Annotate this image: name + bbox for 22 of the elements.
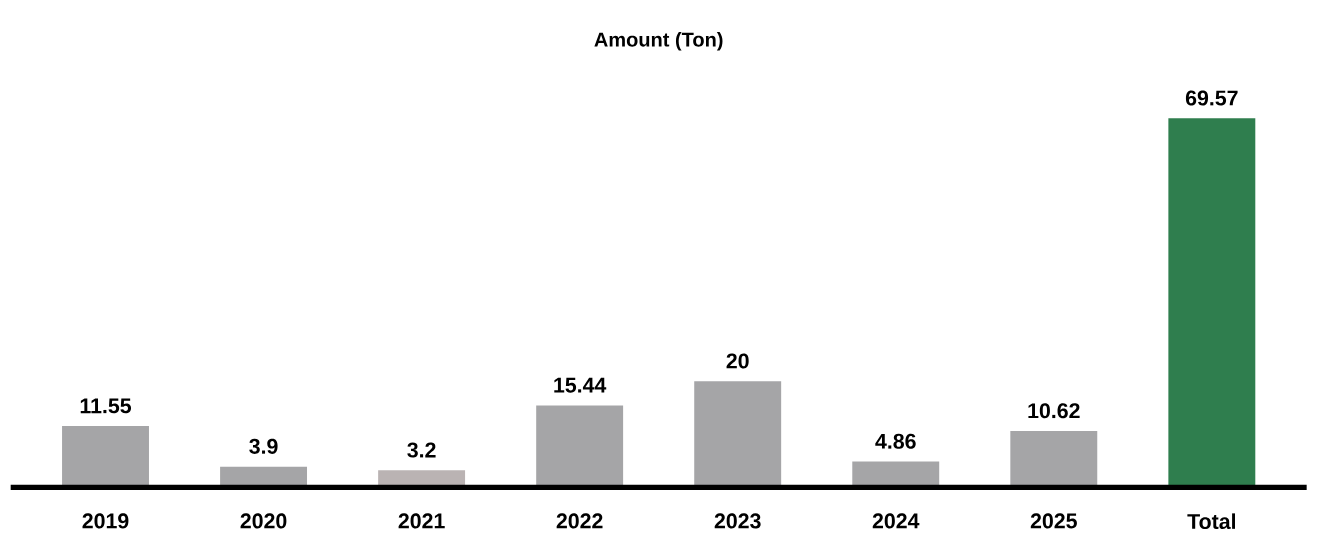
bar (62, 426, 149, 488)
bar (694, 381, 782, 488)
data-label: 11.55 (80, 398, 132, 414)
x-tick-label: 2023 (714, 513, 761, 529)
data-label: 69.57 (1185, 90, 1238, 106)
data-label: 3.9 (249, 438, 278, 454)
bar (1168, 118, 1256, 488)
data-label: 4.86 (875, 433, 916, 449)
x-tick-label: 2022 (556, 513, 603, 529)
data-label: 20 (726, 353, 749, 369)
x-tick-label: 2019 (82, 513, 129, 529)
x-tick-label: 2020 (240, 513, 287, 529)
x-tick-label: 2024 (872, 513, 920, 529)
x-tick-label: 2025 (1030, 513, 1077, 529)
data-label: 3.2 (407, 442, 436, 458)
data-label: 10.62 (1028, 403, 1080, 419)
bar (1010, 430, 1098, 488)
x-tick-label: 2021 (398, 513, 445, 529)
bar (536, 405, 624, 488)
chart-title: Amount (Ton) (594, 31, 723, 51)
data-label: 15.44 (554, 377, 607, 393)
x-tick-label: Total (1187, 513, 1236, 530)
